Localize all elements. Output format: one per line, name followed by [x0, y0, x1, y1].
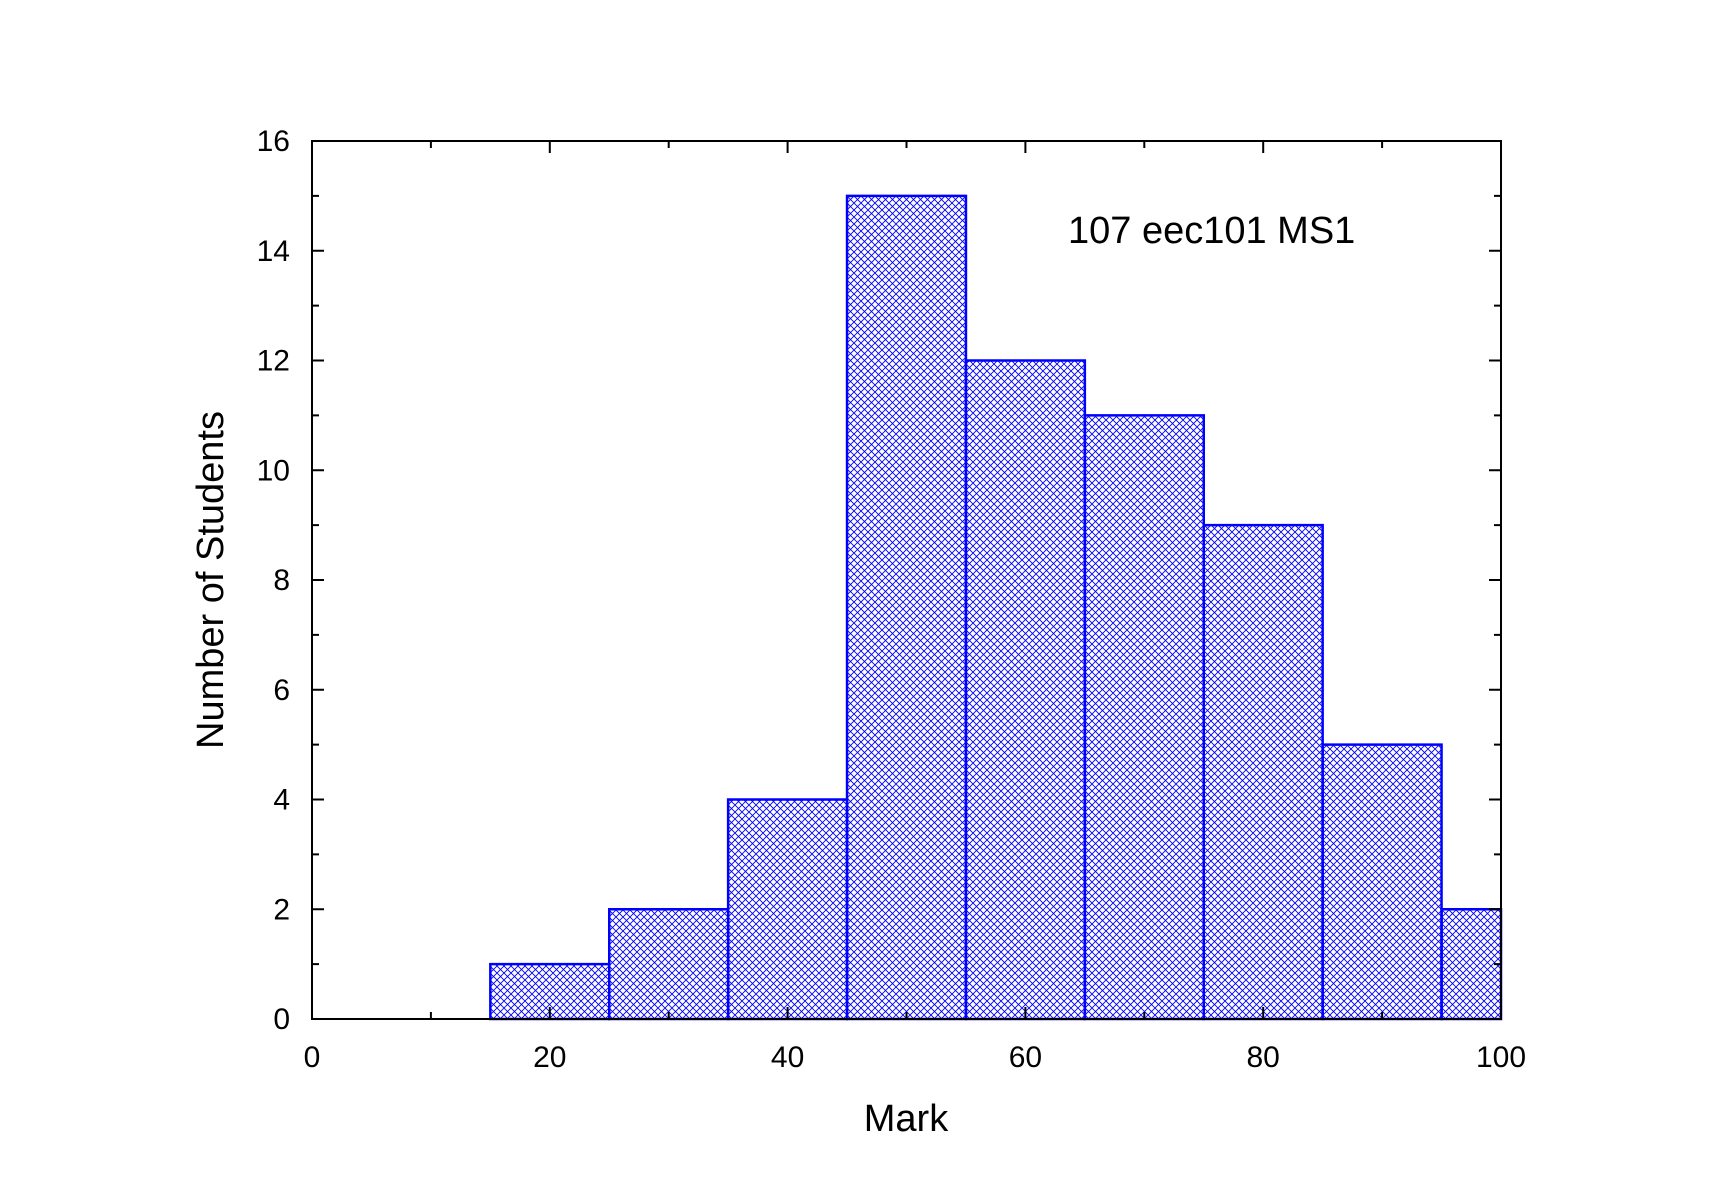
y-tick-label: 10	[257, 454, 290, 487]
chart-annotation: 107 eec101 MS1	[1068, 210, 1355, 252]
y-tick-label: 0	[273, 1003, 290, 1036]
y-tick-label: 6	[273, 674, 290, 707]
histogram-bar-6	[1202, 523, 1324, 1021]
y-tick-label: 16	[257, 125, 290, 158]
x-tick-label: 80	[1247, 1041, 1280, 1074]
histogram-bar-5	[1083, 414, 1205, 1021]
axis-ticks	[311, 140, 1502, 1020]
histogram-bar-1	[608, 908, 730, 1021]
histogram-bar-8	[1440, 908, 1503, 1021]
x-tick-label: 20	[533, 1041, 566, 1074]
x-tick-label: 60	[1009, 1041, 1042, 1074]
y-tick-label: 4	[273, 784, 290, 817]
histogram-bar-3	[845, 194, 968, 1021]
x-tick-label: 100	[1476, 1041, 1526, 1074]
x-tick-label: 40	[771, 1041, 804, 1074]
y-tick-label: 14	[257, 235, 290, 268]
y-tick-label: 2	[273, 893, 290, 926]
x-axis-label: Mark	[864, 1098, 949, 1140]
axis-tick-labels: 0 20 40 60 80 100 0 2 4 6 8 10 12 14 16	[257, 125, 1526, 1074]
histogram-bars	[489, 194, 1503, 1021]
histogram-bar-7	[1321, 743, 1443, 1021]
y-tick-label: 8	[273, 564, 290, 597]
x-tick-label: 0	[304, 1041, 321, 1074]
histogram-bar-2	[726, 798, 849, 1021]
histogram-bar-4	[964, 359, 1087, 1021]
y-tick-label: 12	[257, 345, 290, 378]
y-axis-label: Number of Students	[190, 411, 232, 749]
